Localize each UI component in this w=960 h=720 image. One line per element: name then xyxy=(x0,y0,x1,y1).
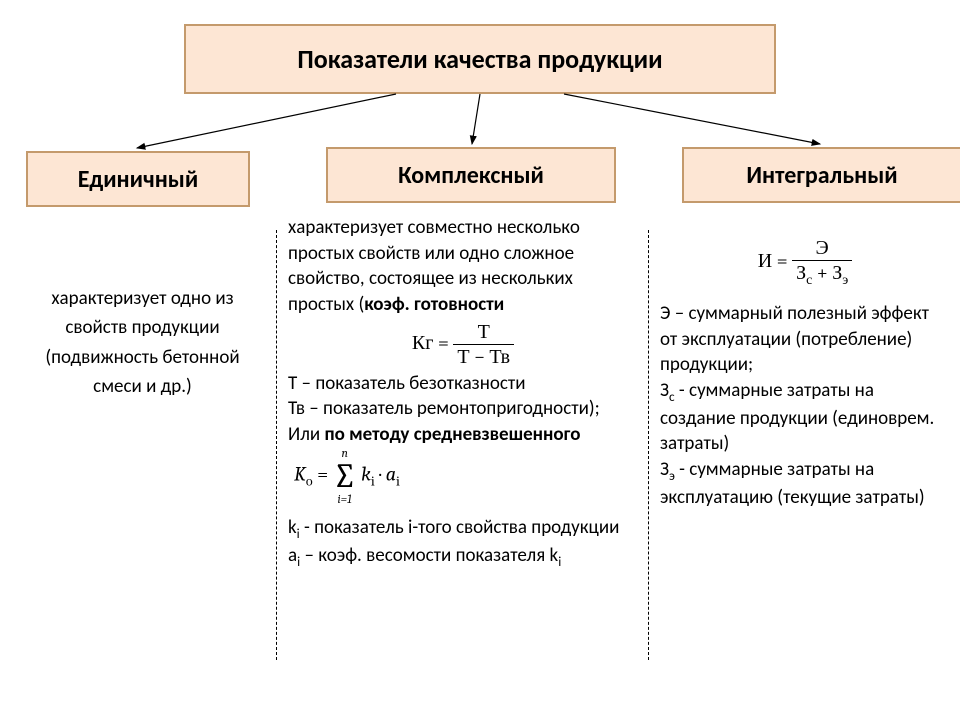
f1-den: Т − Тв xyxy=(453,344,514,367)
ki-a: k xyxy=(288,516,297,539)
f2-dot: · xyxy=(375,463,386,486)
f2-lhs-sub: о xyxy=(306,473,313,490)
f3-db: З xyxy=(832,261,842,284)
f3-frac: Э Зс + Зэ xyxy=(792,238,852,287)
col2-heading: Комплексный xyxy=(398,161,544,190)
title-text: Показатели качества продукции xyxy=(297,43,662,75)
title-box: Показатели качества продукции xyxy=(184,24,776,94)
ze-a: З xyxy=(660,458,669,481)
col3-body: И = Э Зс + Зэ Э – суммарный полезный эфф… xyxy=(660,232,950,510)
f2-eq: = xyxy=(313,463,333,486)
col3-heading-box: Интегральный xyxy=(682,147,960,203)
ai-a: a xyxy=(288,544,297,567)
col3-e-line: Э – суммарный полезный эффект от эксплуа… xyxy=(660,302,929,376)
f2-sum: n ∑ i=1 xyxy=(333,447,357,505)
f2-sum-bot: i=1 xyxy=(338,493,352,505)
separator-1 xyxy=(276,230,277,660)
col2-formula2: Kо = n ∑ i=1 ki · ai xyxy=(294,447,400,505)
ai-b: – коэф. весомости показателя k xyxy=(300,544,558,567)
f2-sum-core: n ∑ i=1 xyxy=(333,447,357,505)
f3-da: З xyxy=(796,261,806,284)
col2-weighted-bold: по методу средневзвешенного xyxy=(324,423,580,446)
sigma-icon: ∑ xyxy=(333,459,357,493)
col2-t-line: Т – показатель безотказности xyxy=(288,372,526,395)
col3-formula: И = Э Зс + Зэ xyxy=(758,238,853,287)
col2-weighted1: Или xyxy=(288,423,324,446)
f1-num: Т xyxy=(453,322,514,344)
col1-text: характеризует одно из свойств продукции … xyxy=(45,287,239,398)
col2-intro-bold: коэф. готовности xyxy=(364,293,504,316)
col3-formula-wrap: И = Э Зс + Зэ xyxy=(660,238,950,287)
f3-dp: + xyxy=(812,261,832,284)
col3-heading: Интегральный xyxy=(746,161,897,190)
f2-t2s: i xyxy=(396,473,400,490)
f1-frac: Т Т − Тв xyxy=(453,322,514,367)
separator-2 xyxy=(648,230,649,660)
f3-den: Зс + Зэ xyxy=(792,260,852,287)
zc-b: - суммарные затраты на создание продукци… xyxy=(660,379,934,455)
col2-formula1-wrap: Кг = Т Т − Тв xyxy=(288,322,638,367)
col2-formula1: Кг = Т Т − Тв xyxy=(412,322,514,367)
f3-num: Э xyxy=(792,238,852,260)
ai-sub2: i xyxy=(558,553,561,570)
f2-lhs-var: K xyxy=(294,463,306,486)
col1-body: характеризует одно из свойств продукции … xyxy=(30,284,255,402)
col2-body: характеризует совместно несколько просты… xyxy=(288,215,638,571)
f2-t1v: k xyxy=(361,463,371,486)
col2-tv-line: Тв – показатель ремонтопригодности); xyxy=(288,397,600,420)
ki-b: - показатель i-того свойства продукции xyxy=(300,516,620,539)
f3-lhs: И = xyxy=(758,249,792,272)
zc-a: З xyxy=(660,379,669,402)
col2-heading-box: Комплексный xyxy=(326,147,616,203)
col1-heading-box: Единичный xyxy=(26,151,250,207)
ze-b: - суммарные затраты на эксплуатацию (тек… xyxy=(660,458,925,509)
col1-heading: Единичный xyxy=(78,165,199,194)
f3-dsb: э xyxy=(842,271,848,288)
f2-t2v: a xyxy=(386,463,396,486)
f1-lhs: Кг = xyxy=(412,331,449,354)
